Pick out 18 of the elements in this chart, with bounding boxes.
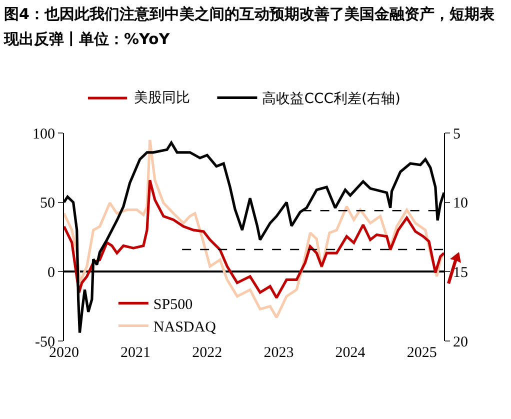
x-tick-label: 2025	[406, 345, 437, 361]
x-tick-label: 2024	[335, 345, 366, 361]
legend-title: 美股同比	[134, 90, 190, 106]
x-tick-label: 2022	[192, 345, 222, 361]
x-tick-label: 2021	[120, 345, 151, 361]
y2-tick-label: 20	[453, 334, 468, 350]
legend-label: 高收益CCC利差(右轴)	[262, 91, 400, 108]
chart-title: 图4：也因此我们注意到中美之间的互动预期改善了美国金融资产，短期表现出反弹丨单位：%YoY	[4, 4, 496, 50]
y2-tick-label: 15	[453, 264, 468, 281]
line-series	[64, 178, 444, 300]
y-tick-label: 0	[48, 264, 55, 281]
x-tick-label: 2023	[264, 345, 294, 361]
y-tick-label: 100	[32, 126, 55, 142]
legend-label: NASDAQ	[153, 320, 216, 336]
y2-tick-label: 10	[453, 196, 468, 212]
y-tick-label: 50	[40, 196, 55, 212]
y2-tick-label: 5	[453, 126, 460, 142]
legend-label: SP500	[153, 297, 193, 314]
